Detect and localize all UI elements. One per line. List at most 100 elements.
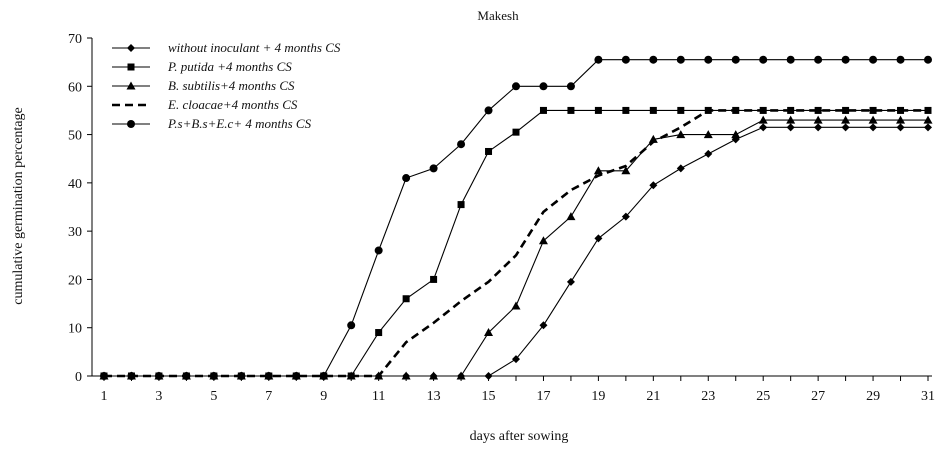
data-point-series-3	[923, 115, 933, 124]
data-point-series-2	[457, 201, 465, 209]
data-point-series-5	[594, 55, 603, 64]
data-point-series-1	[621, 212, 630, 221]
legend-entry: without inoculant + 4 months CS	[168, 40, 341, 55]
data-point-series-1	[869, 123, 878, 132]
data-point-series-1	[814, 123, 823, 132]
legend-marker	[126, 81, 136, 90]
data-point-series-5	[429, 164, 438, 173]
data-point-series-5	[347, 321, 356, 330]
legend-marker	[127, 63, 135, 71]
data-point-series-3	[593, 166, 603, 175]
data-point-series-5	[237, 372, 246, 380]
legend-marker	[127, 44, 135, 52]
data-point-series-5	[402, 174, 411, 183]
x-tick-label: 15	[482, 389, 496, 404]
x-tick-label: 13	[427, 389, 441, 404]
data-point-series-5	[621, 55, 630, 64]
data-point-series-1	[841, 123, 850, 132]
y-tick-label: 20	[68, 273, 82, 288]
y-tick-label: 60	[68, 80, 82, 95]
data-point-series-5	[786, 55, 795, 64]
data-point-series-2	[375, 329, 383, 337]
data-point-series-2	[649, 106, 657, 114]
data-point-series-3	[429, 371, 439, 380]
data-point-series-2	[402, 295, 410, 303]
data-point-series-2	[485, 147, 493, 155]
legend-marker	[127, 120, 135, 128]
data-point-series-1	[539, 321, 548, 330]
data-point-series-5	[539, 82, 548, 91]
legend-entry: E. cloacae+4 months CS	[167, 97, 298, 112]
data-point-series-2	[677, 106, 685, 114]
x-tick-label: 3	[155, 389, 162, 404]
data-point-series-3	[786, 115, 796, 124]
x-tick-label: 7	[265, 389, 272, 404]
data-point-series-5	[814, 55, 823, 64]
data-point-series-3	[813, 115, 823, 124]
x-tick-label: 29	[866, 389, 880, 404]
data-point-series-1	[649, 181, 658, 190]
data-point-series-1	[484, 372, 493, 380]
x-tick-label: 17	[536, 389, 550, 404]
y-tick-label: 50	[68, 129, 82, 144]
data-point-series-1	[676, 164, 685, 173]
data-point-series-2	[539, 106, 547, 114]
series-line-2	[104, 109, 928, 377]
data-point-series-3	[538, 236, 548, 245]
y-tick-label: 0	[75, 370, 82, 385]
data-point-series-2	[512, 128, 520, 136]
data-point-series-3	[566, 212, 576, 221]
y-axis-title: cumulative germination percentage	[11, 107, 26, 304]
data-point-series-5	[841, 55, 850, 64]
data-point-series-5	[704, 55, 713, 64]
data-point-series-1	[786, 123, 795, 132]
x-tick-label: 11	[372, 389, 385, 404]
data-point-series-5	[100, 372, 108, 380]
series-line-3	[104, 119, 928, 377]
data-point-series-1	[759, 123, 768, 132]
x-tick-label: 25	[756, 389, 770, 404]
data-point-series-5	[457, 140, 466, 149]
data-point-series-5	[731, 55, 740, 64]
x-tick-label: 19	[591, 389, 605, 404]
data-point-series-5	[649, 55, 658, 64]
x-tick-label: 1	[101, 389, 108, 404]
data-point-series-5	[896, 55, 905, 64]
data-point-series-5	[676, 55, 685, 64]
y-tick-label: 40	[68, 177, 82, 192]
y-tick-label: 30	[68, 225, 82, 240]
data-point-series-5	[512, 82, 520, 91]
x-axis-title: days after sowing	[470, 429, 569, 444]
data-point-series-2	[594, 106, 602, 114]
data-point-series-1	[896, 123, 905, 132]
data-point-series-2	[622, 106, 630, 114]
data-point-series-3	[511, 301, 521, 310]
data-point-series-5	[759, 55, 768, 64]
x-tick-label: 31	[921, 389, 935, 404]
data-point-series-3	[621, 166, 631, 175]
series-line-4	[104, 109, 928, 378]
data-point-series-1	[704, 149, 713, 158]
data-point-series-1	[512, 355, 520, 364]
data-point-series-3	[484, 328, 494, 337]
x-tick-label: 5	[210, 389, 217, 404]
data-point-series-2	[869, 106, 877, 114]
data-point-series-5	[484, 106, 493, 115]
data-point-series-5	[154, 372, 163, 380]
data-point-series-3	[401, 371, 411, 380]
series-line-1	[104, 126, 928, 377]
x-tick-label: 21	[646, 389, 660, 404]
data-point-series-3	[841, 115, 851, 124]
data-point-series-5	[209, 372, 218, 380]
data-point-series-2	[842, 106, 850, 114]
data-point-series-3	[676, 130, 686, 139]
x-tick-label: 27	[811, 389, 825, 404]
data-point-series-3	[758, 115, 768, 124]
data-point-series-3	[896, 115, 906, 124]
data-point-series-2	[814, 106, 822, 114]
data-point-series-2	[430, 275, 438, 283]
data-point-series-5	[319, 372, 328, 380]
data-point-series-5	[869, 55, 878, 64]
